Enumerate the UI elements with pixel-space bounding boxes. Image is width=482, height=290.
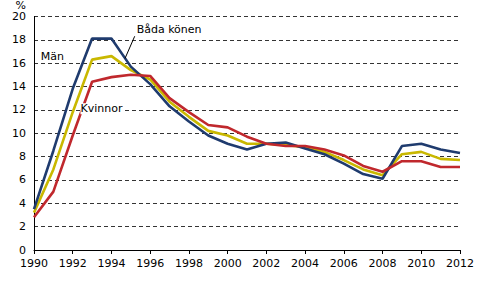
svg-text:Män: Män [41,50,64,63]
svg-text:2006: 2006 [330,257,358,270]
svg-text:20: 20 [12,10,26,23]
svg-text:1992: 1992 [59,257,87,270]
svg-text:2: 2 [19,220,26,233]
svg-text:2004: 2004 [291,257,319,270]
svg-text:1996: 1996 [136,257,164,270]
svg-text:2012: 2012 [446,257,474,270]
svg-text:6: 6 [19,173,26,186]
svg-text:16: 16 [12,57,26,70]
svg-text:0: 0 [19,244,26,257]
svg-text:2000: 2000 [214,257,242,270]
svg-text:1998: 1998 [175,257,203,270]
svg-text:1990: 1990 [20,257,48,270]
svg-text:18: 18 [12,33,26,46]
svg-text:Båda könen: Båda könen [137,23,202,36]
svg-text:1994: 1994 [97,257,125,270]
svg-text:14: 14 [12,80,26,93]
svg-text:10: 10 [12,127,26,140]
svg-text:8: 8 [19,150,26,163]
svg-text:2010: 2010 [407,257,435,270]
svg-text:12: 12 [12,103,26,116]
svg-text:2008: 2008 [369,257,397,270]
svg-text:Kvinnor: Kvinnor [80,102,122,115]
svg-text:2002: 2002 [252,257,280,270]
svg-text:4: 4 [19,197,26,210]
